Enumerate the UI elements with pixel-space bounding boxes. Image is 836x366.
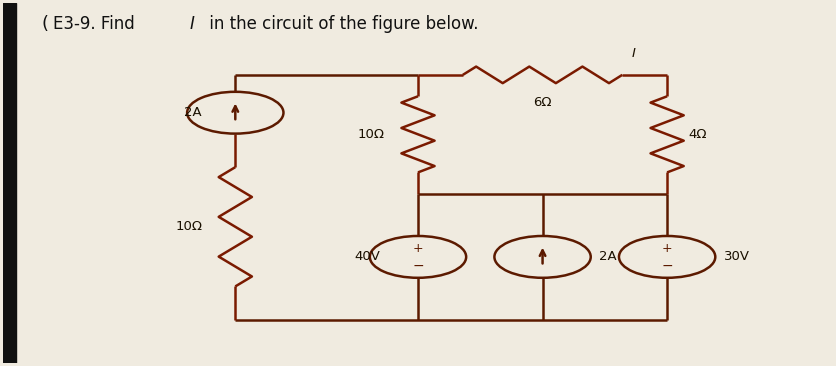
Text: 10Ω: 10Ω	[175, 220, 202, 233]
Text: +: +	[413, 242, 423, 255]
Text: 10Ω: 10Ω	[358, 128, 385, 141]
Text: +: +	[662, 242, 672, 255]
Text: in the circuit of the figure below.: in the circuit of the figure below.	[204, 15, 478, 33]
Text: E3-9. Find: E3-9. Find	[53, 15, 140, 33]
Text: I: I	[190, 15, 195, 33]
Text: 6Ω: 6Ω	[533, 97, 552, 109]
Text: I: I	[632, 48, 636, 60]
Text: 40V: 40V	[354, 250, 380, 264]
Text: 2A: 2A	[599, 250, 617, 264]
Text: 30V: 30V	[724, 250, 750, 264]
Text: 4Ω: 4Ω	[688, 128, 706, 141]
Text: (: (	[42, 15, 48, 33]
Text: 2A: 2A	[185, 106, 202, 119]
Text: −: −	[412, 259, 424, 273]
Text: −: −	[661, 259, 673, 273]
FancyBboxPatch shape	[3, 3, 16, 363]
